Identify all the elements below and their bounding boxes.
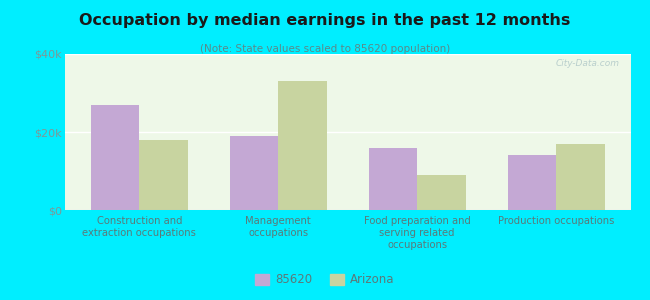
- Bar: [417, 175, 466, 210]
- Bar: [91, 105, 139, 210]
- Bar: [139, 140, 188, 210]
- Legend: 85620, Arizona: 85620, Arizona: [250, 269, 400, 291]
- Bar: [229, 136, 278, 210]
- Bar: [556, 144, 604, 210]
- Bar: [278, 81, 327, 210]
- Text: Occupation by median earnings in the past 12 months: Occupation by median earnings in the pas…: [79, 14, 571, 28]
- Text: City-Data.com: City-Data.com: [555, 59, 619, 68]
- Bar: [508, 155, 556, 210]
- Text: (Note: State values scaled to 85620 population): (Note: State values scaled to 85620 popu…: [200, 44, 450, 53]
- Bar: [369, 148, 417, 210]
